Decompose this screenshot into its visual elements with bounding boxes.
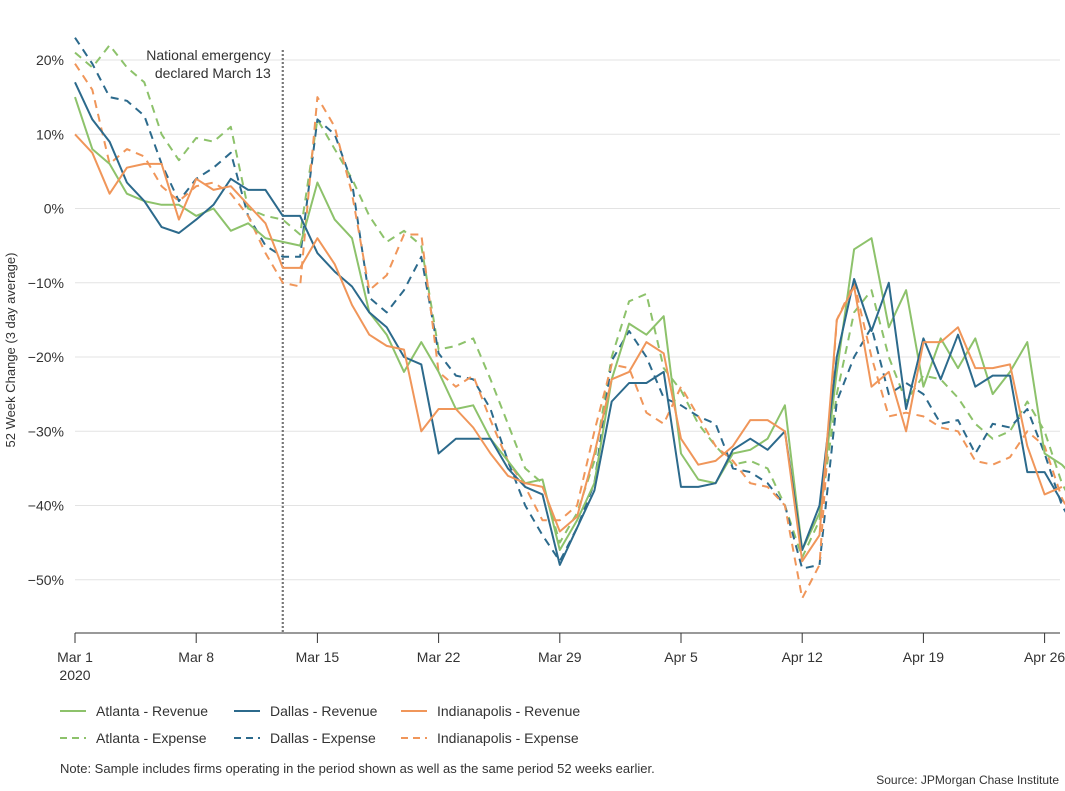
gridlines <box>75 59 1060 581</box>
legend-swatch-atlanta-expense <box>60 737 86 739</box>
legend-item-indianapolis-revenue: Indianapolis - Revenue <box>401 700 580 722</box>
legend-swatch-indianapolis-expense <box>401 737 427 739</box>
legend-label: Atlanta - Revenue <box>96 703 209 719</box>
legend-item-dallas-revenue: Dallas - Revenue <box>234 700 377 722</box>
y-tick-label: 10% <box>36 126 64 142</box>
series-line-indianapolis-expense <box>74 63 1065 600</box>
y-tick-label: 0% <box>44 201 64 217</box>
legend-item-dallas-expense: Dallas - Expense <box>234 727 376 749</box>
series-line-dallas-expense <box>74 37 1065 570</box>
annotation-line-1: National emergency <box>146 47 271 63</box>
emergency-annotation: National emergency declared March 13 <box>146 47 284 633</box>
chart-note: Note: Sample includes firms operating in… <box>60 761 655 776</box>
x-tick-label: Mar 8 <box>178 649 214 665</box>
x-tick-label: Apr 5 <box>664 649 698 665</box>
legend-label: Indianapolis - Expense <box>437 730 579 746</box>
chart-source: Source: JPMorgan Chase Institute <box>876 773 1059 787</box>
x-tick-label: Apr 26 <box>1024 649 1065 665</box>
y-tick-label: 20% <box>36 52 64 68</box>
legend-label: Dallas - Revenue <box>270 703 378 719</box>
legend-swatch-dallas-expense <box>234 737 260 739</box>
y-tick-label: −40% <box>28 498 64 514</box>
x-tick-label: Apr 19 <box>903 649 944 665</box>
y-tick-label: −10% <box>28 275 64 291</box>
legend-item-atlanta-expense: Atlanta - Expense <box>60 727 207 749</box>
series-lines <box>74 37 1065 600</box>
x-tick-sublabel: 2020 <box>59 667 90 683</box>
line-chart: 20%10%0%−10%−20%−30%−40%−50% Mar 12020Ma… <box>3 37 1065 683</box>
annotation-line-2: declared March 13 <box>155 65 271 81</box>
x-tick-label: Mar 1 <box>57 649 93 665</box>
series-line-indianapolis-revenue <box>74 133 1063 563</box>
series-line-atlanta-revenue <box>74 96 1065 551</box>
y-tick-label: −50% <box>28 572 64 588</box>
legend-item-atlanta-revenue: Atlanta - Revenue <box>60 700 208 722</box>
legend-swatch-atlanta-revenue <box>60 710 86 712</box>
y-tick-label: −30% <box>28 423 64 439</box>
y-axis: 20% 10% 0% −10% −20% −30% −40% −50% <box>28 52 64 588</box>
x-tick-label: Mar 29 <box>538 649 582 665</box>
x-tick-label: Apr 12 <box>782 649 823 665</box>
y-axis-label: 52 Week Change (3 day average) <box>3 253 18 448</box>
legend-swatch-dallas-revenue <box>234 710 260 712</box>
x-tick-label: Mar 15 <box>296 649 340 665</box>
x-tick-label: Mar 22 <box>417 649 461 665</box>
legend-swatch-indianapolis-revenue <box>401 710 427 712</box>
legend-label: Dallas - Expense <box>270 730 376 746</box>
y-tick-label: −20% <box>28 349 64 365</box>
x-axis: Mar 1 2020 Mar 8 Mar 15 Mar 22 Mar 29 Apr 5 Apr… <box>57 632 1065 683</box>
legend-item-indianapolis-expense: Indianapolis - Expense <box>401 727 579 749</box>
series-line-atlanta-expense <box>74 44 1065 559</box>
legend-label: Indianapolis - Revenue <box>437 703 581 719</box>
legend-label: Atlanta - Expense <box>96 730 207 746</box>
series-line-dallas-revenue <box>74 81 1063 566</box>
